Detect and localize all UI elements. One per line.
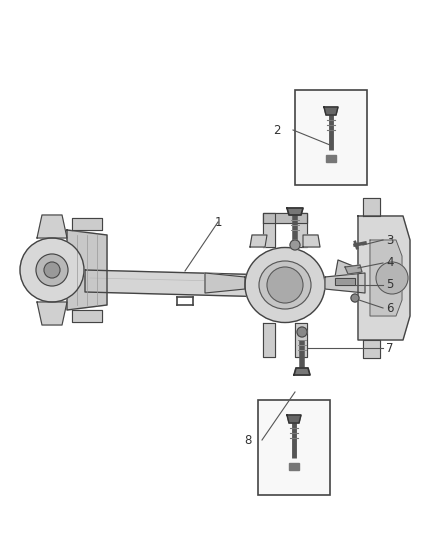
Bar: [335, 278, 355, 285]
Polygon shape: [324, 107, 338, 115]
Polygon shape: [205, 273, 245, 293]
Text: 4: 4: [386, 256, 394, 270]
Circle shape: [44, 262, 60, 278]
Bar: [289, 463, 299, 470]
Circle shape: [20, 238, 84, 302]
Ellipse shape: [245, 247, 325, 322]
Text: 3: 3: [386, 233, 394, 246]
Text: 5: 5: [386, 279, 394, 292]
Text: 2: 2: [273, 124, 281, 136]
Circle shape: [290, 240, 300, 250]
Polygon shape: [287, 415, 301, 423]
Ellipse shape: [259, 261, 311, 309]
Polygon shape: [295, 213, 307, 247]
Polygon shape: [358, 216, 410, 340]
Polygon shape: [294, 368, 310, 375]
Polygon shape: [37, 302, 67, 325]
Bar: [295, 90, 367, 185]
Polygon shape: [263, 213, 307, 223]
Polygon shape: [85, 270, 310, 298]
Circle shape: [36, 254, 68, 286]
Polygon shape: [325, 273, 365, 293]
Text: 7: 7: [386, 342, 394, 354]
Text: 6: 6: [386, 302, 394, 314]
Polygon shape: [263, 213, 275, 247]
Circle shape: [351, 294, 359, 302]
Polygon shape: [72, 310, 102, 322]
Polygon shape: [72, 218, 102, 230]
Polygon shape: [287, 208, 303, 215]
Circle shape: [267, 267, 303, 303]
Polygon shape: [345, 265, 362, 274]
Bar: [335, 278, 355, 285]
Polygon shape: [333, 260, 358, 288]
Polygon shape: [363, 198, 380, 216]
Polygon shape: [263, 323, 275, 357]
Bar: [326, 155, 336, 162]
Polygon shape: [363, 340, 380, 358]
Text: 1: 1: [214, 215, 222, 229]
Polygon shape: [67, 230, 107, 310]
Polygon shape: [250, 235, 267, 247]
Polygon shape: [370, 240, 402, 316]
Polygon shape: [303, 235, 320, 247]
Text: 8: 8: [244, 433, 252, 447]
Polygon shape: [295, 323, 307, 357]
Bar: [258, 400, 330, 495]
Circle shape: [297, 327, 307, 337]
Circle shape: [376, 262, 408, 294]
Polygon shape: [37, 215, 67, 238]
